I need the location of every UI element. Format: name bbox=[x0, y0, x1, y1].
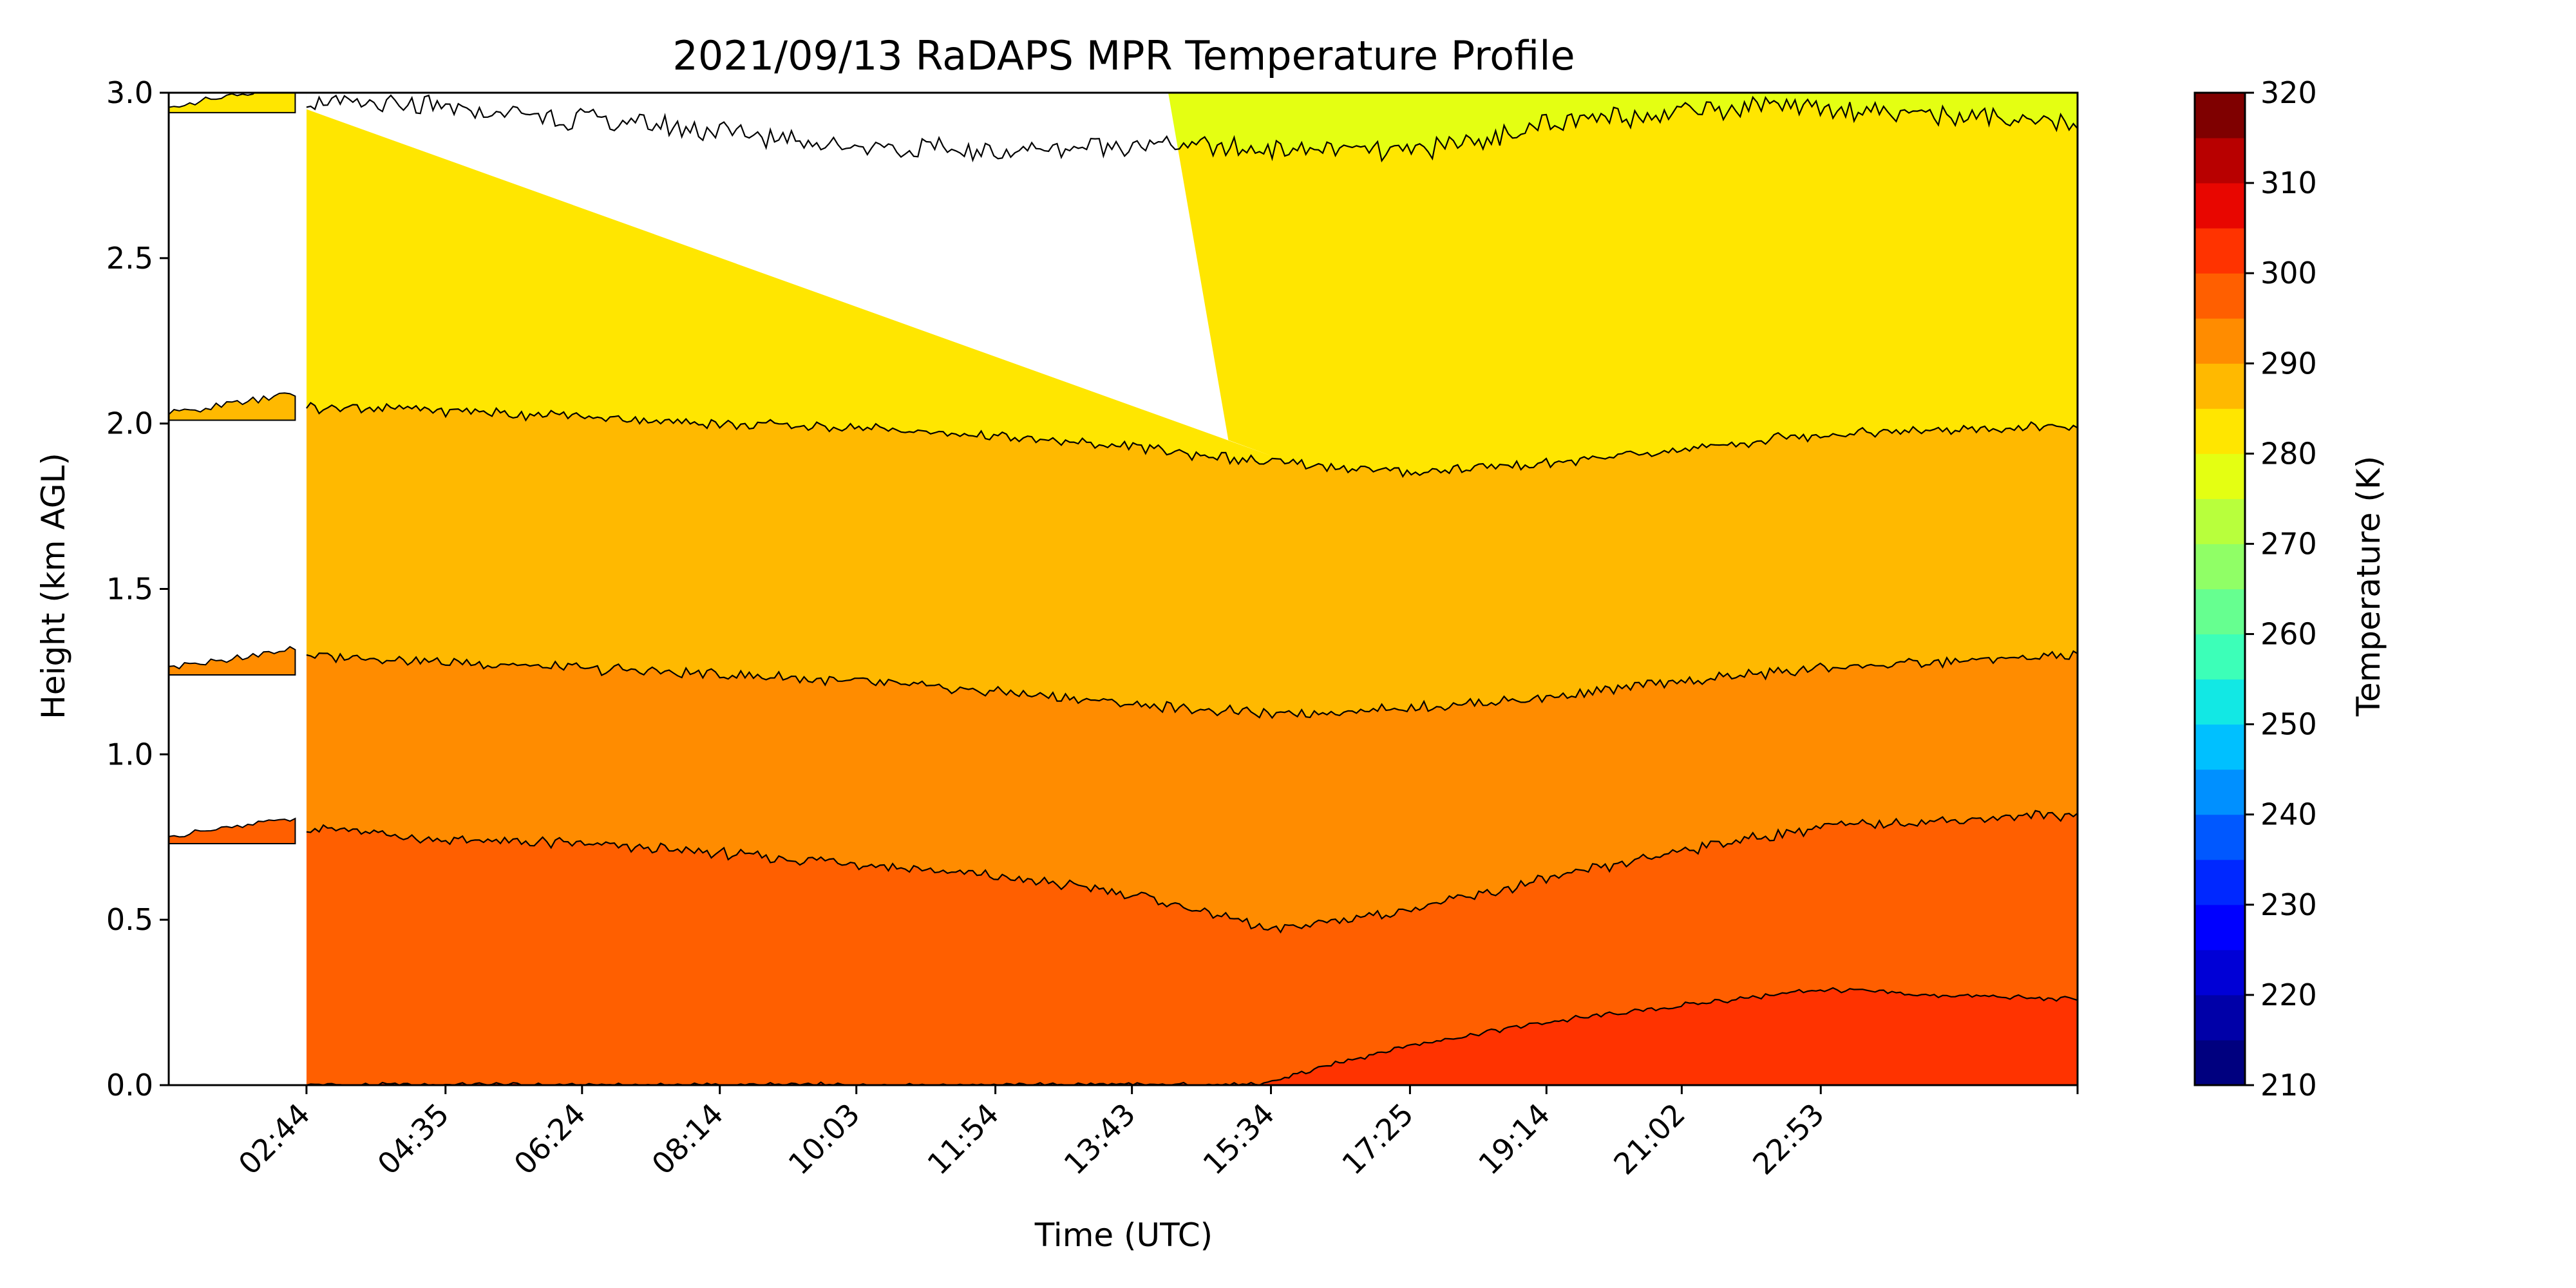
colorbar-segment bbox=[2195, 93, 2245, 138]
colorbar-segment bbox=[2195, 318, 2245, 364]
contour-fragment bbox=[169, 645, 296, 676]
y-tick-label: 2.0 bbox=[106, 406, 153, 441]
contour-fragment bbox=[169, 392, 296, 421]
colorbar-segment bbox=[2195, 769, 2245, 815]
contour-bands bbox=[169, 93, 2078, 1085]
colorbar-segment bbox=[2195, 634, 2245, 680]
colorbar-tick-label: 230 bbox=[2260, 887, 2317, 922]
colorbar-segment bbox=[2195, 453, 2245, 499]
colorbar-segment bbox=[2195, 273, 2245, 319]
colorbar-tick-label: 280 bbox=[2260, 436, 2317, 471]
colorbar-tick-label: 220 bbox=[2260, 978, 2317, 1012]
colorbar-tick-label: 300 bbox=[2260, 256, 2317, 290]
y-tick-label: 1.0 bbox=[106, 737, 153, 772]
colorbar-segment bbox=[2195, 904, 2245, 951]
colorbar-tick-label: 260 bbox=[2260, 617, 2317, 652]
colorbar-tick-label: 210 bbox=[2260, 1068, 2317, 1103]
y-tick-label: 0.0 bbox=[106, 1068, 153, 1103]
plot-area bbox=[167, 91, 2079, 1086]
isoline-280K bbox=[306, 94, 2078, 163]
y-tick-label: 2.5 bbox=[106, 241, 153, 276]
colorbar-tick-label: 320 bbox=[2260, 75, 2317, 110]
y-axis-label: Height (km AGL) bbox=[35, 453, 72, 719]
colorbar-tick-label: 250 bbox=[2260, 707, 2317, 742]
x-axis-label: Time (UTC) bbox=[1034, 1217, 1213, 1254]
isoline-285K bbox=[306, 402, 2078, 478]
colorbar-segment bbox=[2195, 408, 2245, 454]
colorbar-segment bbox=[2195, 994, 2245, 1041]
colorbar-segment bbox=[2195, 138, 2245, 184]
isoline-290K bbox=[306, 650, 2078, 719]
colorbar-segment bbox=[2195, 814, 2245, 860]
band-300-305 bbox=[306, 988, 2078, 1085]
colorbar-tick-label: 240 bbox=[2260, 797, 2317, 832]
colorbar-tick-label: 290 bbox=[2260, 346, 2317, 381]
colorbar-segment bbox=[2195, 544, 2245, 589]
isoline-295K bbox=[306, 810, 2078, 934]
colorbar-segment bbox=[2195, 1039, 2245, 1086]
colorbar-label: Temperature (K) bbox=[2350, 456, 2387, 717]
contour-fragment bbox=[169, 93, 296, 113]
colorbar-segment bbox=[2195, 498, 2245, 544]
colorbar-segment bbox=[2195, 363, 2245, 409]
colorbar-segment bbox=[2195, 679, 2245, 725]
y-tick-label: 3.0 bbox=[106, 75, 153, 110]
missing-data-region bbox=[306, 93, 1274, 457]
y-tick-label: 1.5 bbox=[106, 572, 153, 607]
y-tick-label: 0.5 bbox=[106, 902, 153, 937]
missing-data-left bbox=[169, 93, 307, 1085]
colorbar: 210 220 230 240 250 260 270 280 290 300 310 320 bbox=[2193, 75, 2317, 1103]
colorbar-segment bbox=[2195, 183, 2245, 229]
y-axis: 0.0 0.5 1.0 1.5 2.0 2.5 3.0 bbox=[106, 75, 169, 1103]
chart-title: 2021/09/13 RaDAPS MPR Temperature Profil… bbox=[672, 32, 1575, 79]
contour-fragment bbox=[169, 817, 296, 845]
colorbar-tick-label: 310 bbox=[2260, 166, 2317, 200]
colorbar-tick-label: 270 bbox=[2260, 526, 2317, 561]
colorbar-segment bbox=[2195, 228, 2245, 274]
colorbar-segment bbox=[2195, 859, 2245, 905]
colorbar-segment bbox=[2195, 724, 2245, 770]
colorbar-segment bbox=[2195, 589, 2245, 635]
colorbar-segment bbox=[2195, 949, 2245, 996]
colorbar-frame bbox=[2193, 91, 2246, 1086]
